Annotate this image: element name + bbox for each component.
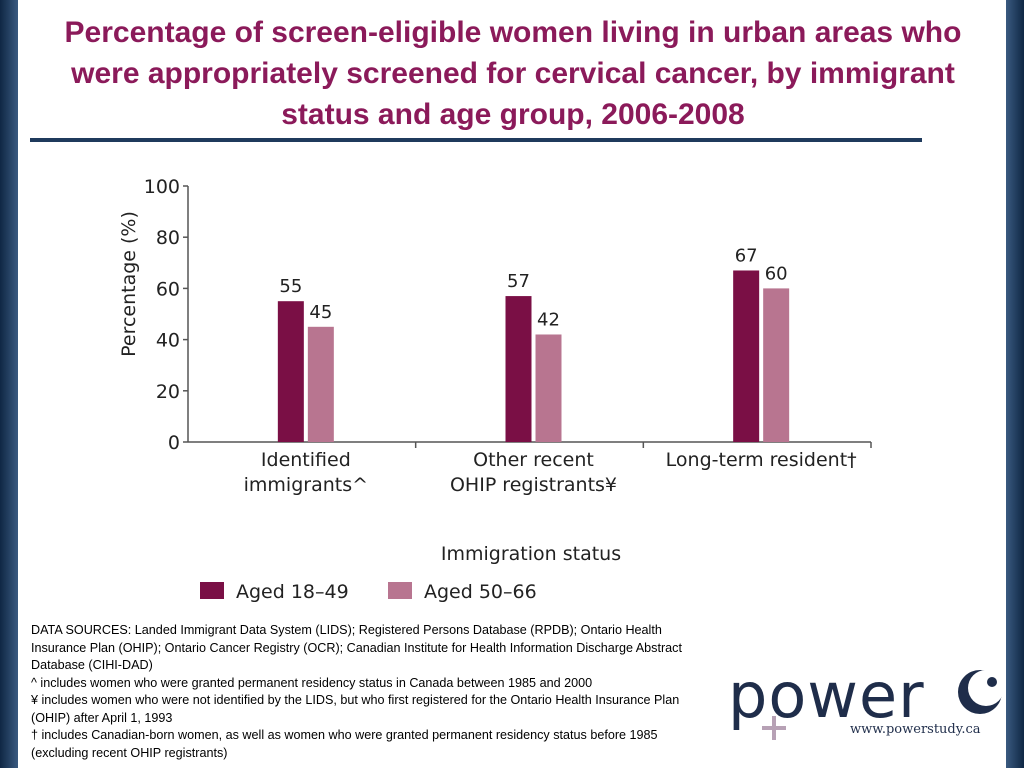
bar-value-label: 57 bbox=[507, 271, 530, 292]
bar-aged-18-49 bbox=[505, 296, 532, 442]
y-axis-title: Percentage (%) bbox=[118, 211, 140, 357]
legend-swatch-aged-18-49 bbox=[200, 582, 224, 599]
y-tick-label: 80 bbox=[156, 227, 180, 249]
logo-wordmark: power bbox=[728, 659, 925, 732]
data-sources-note: DATA SOURCES: Landed Immigrant Data Syst… bbox=[31, 623, 682, 672]
power-study-logo[interactable]: power www.powerstudy.ca bbox=[724, 659, 1004, 760]
bar-aged-18-49 bbox=[733, 270, 760, 442]
bar-value-label: 55 bbox=[279, 276, 302, 297]
slide-title: Percentage of screen-eligible women livi… bbox=[64, 16, 962, 131]
footnote-ohip: ¥ includes women who were not identified… bbox=[31, 693, 680, 725]
y-tick-label: 0 bbox=[168, 432, 180, 454]
bar-value-label: 60 bbox=[765, 263, 788, 284]
logo-url[interactable]: www.powerstudy.ca bbox=[850, 722, 981, 737]
y-tick-label: 20 bbox=[156, 381, 180, 403]
footnote-immigrants: ^ includes women who were granted perman… bbox=[31, 675, 593, 690]
bar-aged-50-66 bbox=[763, 288, 790, 442]
slide-frame-left bbox=[0, 0, 18, 768]
bar-value-label: 45 bbox=[309, 302, 332, 323]
crescent-logo-icon bbox=[958, 670, 1004, 714]
bar-value-label: 42 bbox=[537, 309, 560, 330]
title-underline bbox=[30, 138, 922, 142]
y-tick-label: 60 bbox=[156, 278, 180, 300]
legend-label: Aged 18–49 bbox=[236, 581, 349, 603]
y-tick-label: 40 bbox=[156, 330, 180, 352]
x-category-label: Identified bbox=[261, 449, 351, 471]
bar-value-label: 67 bbox=[735, 245, 758, 266]
x-axis-title: Immigration status bbox=[441, 543, 621, 565]
slide: Percentage of screen-eligible women livi… bbox=[18, 0, 1006, 768]
x-category-label: OHIP registrants¥ bbox=[450, 474, 617, 496]
x-category-label: immigrants^ bbox=[244, 474, 368, 496]
bar-aged-18-49 bbox=[277, 301, 304, 442]
bar-aged-50-66 bbox=[307, 326, 334, 442]
slide-frame-right bbox=[1006, 0, 1024, 768]
footnotes: DATA SOURCES: Landed Immigrant Data Syst… bbox=[31, 622, 711, 762]
footnote-long-term: † includes Canadian-born women, as well … bbox=[31, 728, 658, 760]
x-category-label: Other recent bbox=[473, 449, 594, 471]
legend-swatch-aged-50-66 bbox=[388, 582, 412, 599]
venus-symbol-icon bbox=[762, 716, 786, 740]
x-category-label: Long-term resident† bbox=[666, 449, 857, 471]
legend-label: Aged 50–66 bbox=[424, 581, 537, 603]
y-tick-label: 100 bbox=[144, 176, 180, 198]
bar-aged-50-66 bbox=[535, 334, 562, 442]
